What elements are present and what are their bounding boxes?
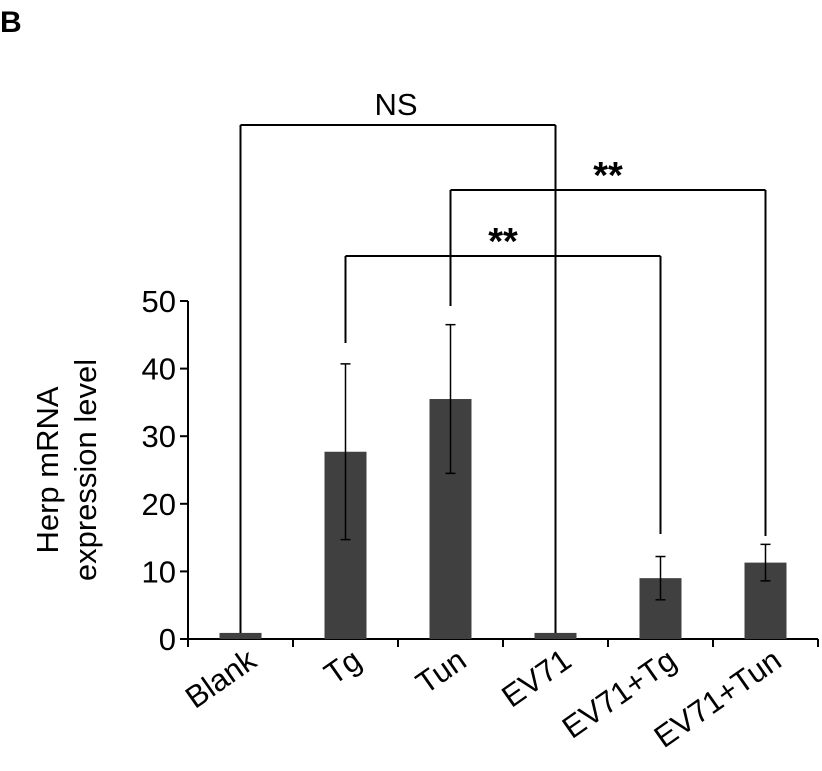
y-tick-labels: 0 10 20 30 40 50 <box>142 284 176 657</box>
bar-ev71 <box>534 632 577 639</box>
bar-blank <box>219 632 262 639</box>
y-tick-label: 30 <box>142 419 176 454</box>
y-axis-title-line-2: expression level <box>68 359 103 581</box>
y-tick-label: 10 <box>142 554 176 589</box>
axes <box>180 300 819 647</box>
y-axis-title: Herp mRNA expression level <box>30 359 103 581</box>
significance-label: NS <box>374 87 417 122</box>
error-bars <box>340 323 771 601</box>
x-tick-label: Blank <box>179 642 263 715</box>
y-tick-label: 40 <box>142 352 176 387</box>
y-tick-label: 0 <box>159 622 176 657</box>
bracket-tun-vs-ev71-tun: ** <box>449 155 767 536</box>
bracket-blank-vs-ev71: NS <box>239 87 557 633</box>
significance-label: ** <box>488 221 518 263</box>
significance-label: ** <box>593 155 623 197</box>
y-tick-label: 50 <box>142 284 176 319</box>
x-tick-label: EV71 <box>495 642 577 714</box>
bracket-tg-vs-ev71-tg: ** <box>344 221 662 534</box>
y-axis-title-line-1: Herp mRNA <box>30 386 65 553</box>
bars <box>219 399 787 639</box>
y-tick-label: 20 <box>142 487 176 522</box>
x-tick-label: Tg <box>318 642 368 691</box>
significance-brackets: NS ** ** <box>239 87 767 633</box>
x-tick-label: Tun <box>410 642 473 701</box>
panel-label: B <box>0 6 22 39</box>
